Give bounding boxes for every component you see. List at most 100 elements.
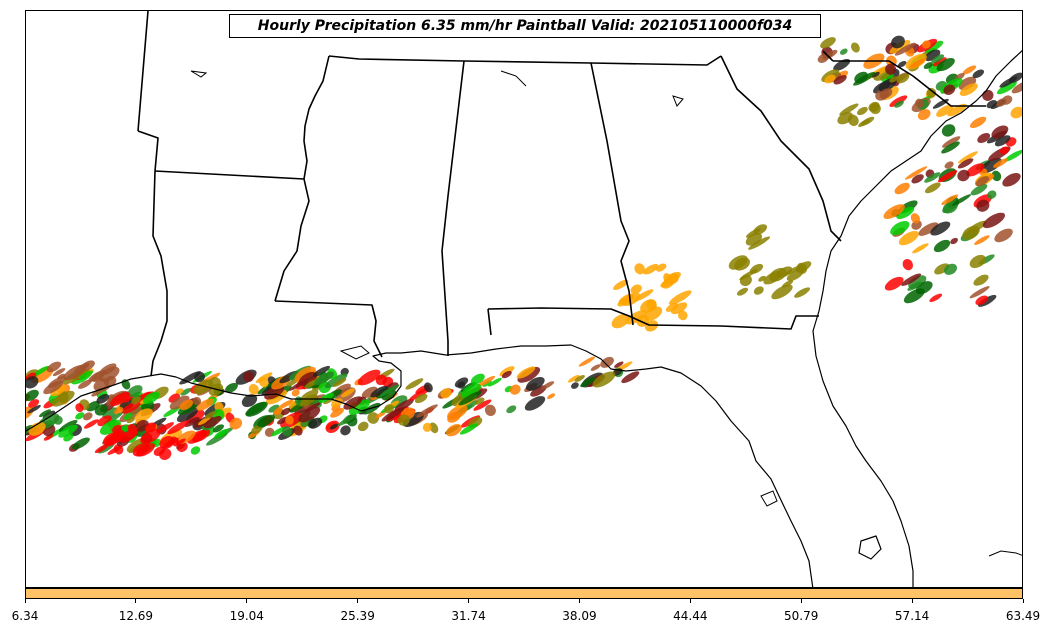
- paintball: [898, 230, 919, 246]
- colorbar: [25, 588, 1023, 599]
- paintball: [982, 212, 1006, 229]
- paintball: [996, 81, 1017, 95]
- paintball: [50, 384, 66, 397]
- paintball: [932, 57, 947, 67]
- paintball: [912, 243, 929, 254]
- paintball: [839, 103, 859, 116]
- paintball: [941, 141, 960, 154]
- paintball: [381, 407, 405, 422]
- paintball: [894, 42, 916, 56]
- paintball: [936, 104, 954, 117]
- paintball: [958, 151, 978, 164]
- paintball: [361, 386, 378, 398]
- paintball: [890, 220, 910, 236]
- paintball: [184, 417, 200, 427]
- paintball: [525, 376, 545, 391]
- paintball: [169, 395, 190, 410]
- paintball: [277, 399, 293, 410]
- paintball: [924, 40, 944, 53]
- paintball: [678, 310, 688, 321]
- paintball: [107, 445, 123, 455]
- paintball: [71, 437, 90, 450]
- paintball: [187, 429, 208, 444]
- paintball: [84, 419, 99, 429]
- paintball: [179, 399, 194, 411]
- chart-title: Hourly Precipitation 6.35 mm/hr Paintbal…: [229, 14, 821, 38]
- paintball: [975, 176, 990, 187]
- colorbar-tick: [357, 599, 359, 603]
- paintball: [208, 377, 221, 390]
- paintball: [248, 384, 259, 395]
- colorbar-tick-label: 31.74: [451, 609, 486, 623]
- paintball: [970, 184, 988, 196]
- paintball: [745, 228, 761, 238]
- paintball: [28, 421, 46, 436]
- paintball: [668, 290, 692, 305]
- paintball: [176, 407, 199, 423]
- paintball: [910, 213, 920, 224]
- paintball: [132, 442, 150, 457]
- paintball: [516, 366, 536, 379]
- tx-la-border: [150, 170, 168, 377]
- paintball: [889, 76, 898, 83]
- paintball: [671, 302, 688, 315]
- paintball: [298, 406, 321, 423]
- paintball: [991, 125, 1009, 139]
- paintball: [196, 398, 215, 411]
- paintball: [660, 275, 679, 288]
- paintball: [470, 373, 485, 385]
- paintball: [839, 48, 848, 55]
- paintball: [277, 416, 288, 425]
- paintball: [600, 356, 614, 368]
- paintball: [966, 163, 985, 177]
- paintball: [987, 190, 997, 199]
- paintball: [163, 437, 179, 448]
- colorbar-tick-label: 44.44: [673, 609, 708, 623]
- paintball: [999, 76, 1018, 88]
- paintball: [1004, 149, 1022, 162]
- paintball: [422, 422, 432, 432]
- paintball: [144, 422, 157, 433]
- paintball: [996, 98, 1007, 107]
- paintball: [929, 293, 943, 303]
- paintball: [487, 377, 502, 387]
- paintball: [120, 424, 131, 432]
- county-coast-islands: [190, 70, 1022, 557]
- paintball: [879, 88, 893, 99]
- paintball: [957, 158, 974, 169]
- paintball: [330, 407, 345, 418]
- paintball: [127, 385, 143, 397]
- paintball: [924, 172, 941, 183]
- paintball: [241, 394, 258, 408]
- paintball: [26, 376, 39, 389]
- paintball: [78, 379, 92, 389]
- paintball: [58, 424, 78, 438]
- paintball: [245, 401, 268, 417]
- paintball: [58, 419, 78, 432]
- paintball: [460, 383, 482, 398]
- al-ga-border: [590, 62, 634, 326]
- paintball: [257, 414, 276, 428]
- paintball: [634, 263, 645, 275]
- paintball: [640, 299, 657, 313]
- paintball: [43, 434, 54, 441]
- paintball: [571, 382, 579, 389]
- ms-la-border: [274, 300, 383, 358]
- paintball: [728, 255, 748, 270]
- paintball: [1011, 81, 1022, 94]
- paintball: [822, 49, 838, 60]
- precipitation-map: [26, 11, 1022, 587]
- paintball: [270, 426, 286, 437]
- paintball: [614, 361, 624, 368]
- paintball: [476, 375, 496, 388]
- paintball: [298, 371, 318, 386]
- paintball: [969, 286, 990, 299]
- paintball: [622, 293, 641, 307]
- paintball: [291, 389, 300, 397]
- paintball: [977, 132, 991, 144]
- paintball: [153, 446, 166, 456]
- paintball: [976, 199, 990, 212]
- paintball: [889, 95, 908, 107]
- paintball: [53, 415, 63, 425]
- paintball: [484, 404, 496, 417]
